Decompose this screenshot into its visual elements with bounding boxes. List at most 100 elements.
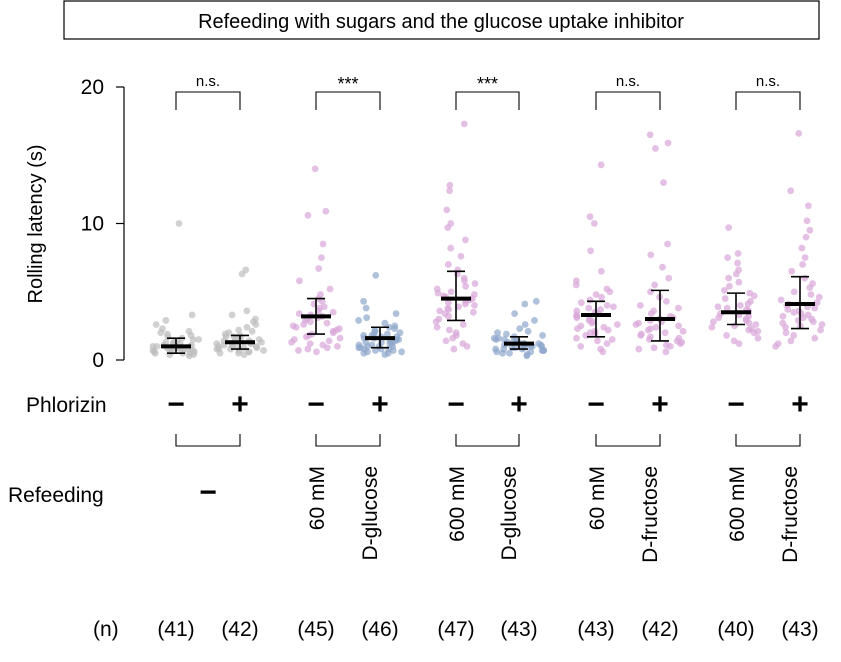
- data-point: [538, 347, 546, 354]
- significance-label: ***: [477, 74, 498, 94]
- data-point: [521, 321, 529, 328]
- data-point: [714, 303, 722, 311]
- data-point: [516, 325, 524, 333]
- data-point: [817, 326, 824, 334]
- data-point: [802, 233, 810, 241]
- title-box: [63, 0, 820, 40]
- data-point: [610, 303, 617, 311]
- data-point: [292, 323, 300, 331]
- data-point: [398, 348, 406, 356]
- data-point: [531, 317, 538, 324]
- data-point: [360, 297, 367, 305]
- significance-bracket: [455, 91, 520, 110]
- data-point: [599, 348, 607, 356]
- data-point: [603, 302, 611, 309]
- n-label: (42): [221, 618, 258, 641]
- data-point: [392, 310, 400, 317]
- data-point: [745, 319, 753, 327]
- data-point: [326, 285, 334, 293]
- data-point: [304, 345, 312, 353]
- data-point: [166, 351, 174, 358]
- significance-bracket: [735, 91, 801, 110]
- significance-label: n.s.: [756, 73, 780, 90]
- phlorizin-sign: −: [727, 388, 745, 421]
- data-point: [460, 120, 468, 128]
- group-bracket: [735, 434, 801, 447]
- data-point: [432, 318, 440, 326]
- data-point: [355, 344, 363, 352]
- data-point: [511, 310, 518, 317]
- data-point: [725, 282, 733, 290]
- data-point: [295, 310, 303, 317]
- data-point: [645, 336, 653, 343]
- data-point: [461, 277, 468, 285]
- phlorizin-sign: +: [791, 388, 809, 421]
- data-point: [604, 326, 612, 334]
- n-label: (43): [500, 618, 537, 641]
- data-point: [787, 337, 795, 345]
- data-point: [455, 303, 462, 311]
- data-point: [462, 236, 469, 244]
- group-bracket: [175, 434, 241, 447]
- data-point: [809, 318, 817, 326]
- data-point: [325, 337, 333, 345]
- data-point: [790, 288, 798, 296]
- data-point: [663, 297, 670, 305]
- data-point: [442, 337, 450, 345]
- data-point: [502, 330, 510, 338]
- data-point: [253, 344, 261, 352]
- data-point: [587, 247, 594, 255]
- significance-bracket: [175, 91, 241, 110]
- data-point: [750, 292, 758, 300]
- data-point: [606, 288, 614, 296]
- n-label: (47): [437, 618, 474, 641]
- data-point: [307, 318, 314, 326]
- n-label: (45): [297, 618, 334, 641]
- data-point: [585, 304, 593, 312]
- data-point: [608, 336, 616, 343]
- data-point: [590, 220, 598, 227]
- data-point: [647, 310, 655, 317]
- data-point: [790, 332, 798, 339]
- data-point: [381, 319, 389, 327]
- data-point: [582, 332, 590, 339]
- data-point: [459, 321, 467, 328]
- data-point: [523, 352, 531, 360]
- data-point: [632, 321, 640, 328]
- data-point: [446, 181, 454, 189]
- data-point: [315, 265, 323, 272]
- data-point: [436, 307, 444, 315]
- n-label: (43): [781, 618, 818, 641]
- data-point: [664, 240, 671, 248]
- phlorizin-sign: −: [447, 388, 465, 421]
- data-point: [804, 202, 812, 210]
- data-point: [318, 297, 326, 305]
- significance-bracket: [595, 91, 661, 110]
- data-point: [162, 317, 170, 324]
- data-point: [801, 274, 809, 282]
- refeeding-label: D-glucose: [498, 466, 521, 561]
- lower-annotations: − (41) + (42) − − (45) + (46) 60 mM D-glucose − (47)…: [157, 388, 818, 641]
- group-bracket: [315, 434, 381, 447]
- data-point: [304, 211, 312, 219]
- data-point: [644, 326, 652, 334]
- data-point: [652, 145, 659, 152]
- data-point: [188, 311, 196, 319]
- data-point: [723, 304, 731, 312]
- data-point: [652, 323, 660, 331]
- data-point: [650, 344, 658, 352]
- data-point: [521, 300, 529, 308]
- data-point: [391, 325, 398, 333]
- data-point: [446, 187, 453, 195]
- data-point: [795, 130, 803, 137]
- data-point: [302, 333, 310, 341]
- data-point: [788, 267, 796, 275]
- data-point: [736, 302, 744, 309]
- data-point: [676, 340, 684, 348]
- plot-area: n.s. *** *** n.s. n.s.: [149, 73, 826, 360]
- n-label: (41): [157, 618, 194, 641]
- data-point: [806, 226, 814, 234]
- data-point: [779, 312, 787, 320]
- data-point: [363, 314, 371, 322]
- data-point: [252, 321, 260, 328]
